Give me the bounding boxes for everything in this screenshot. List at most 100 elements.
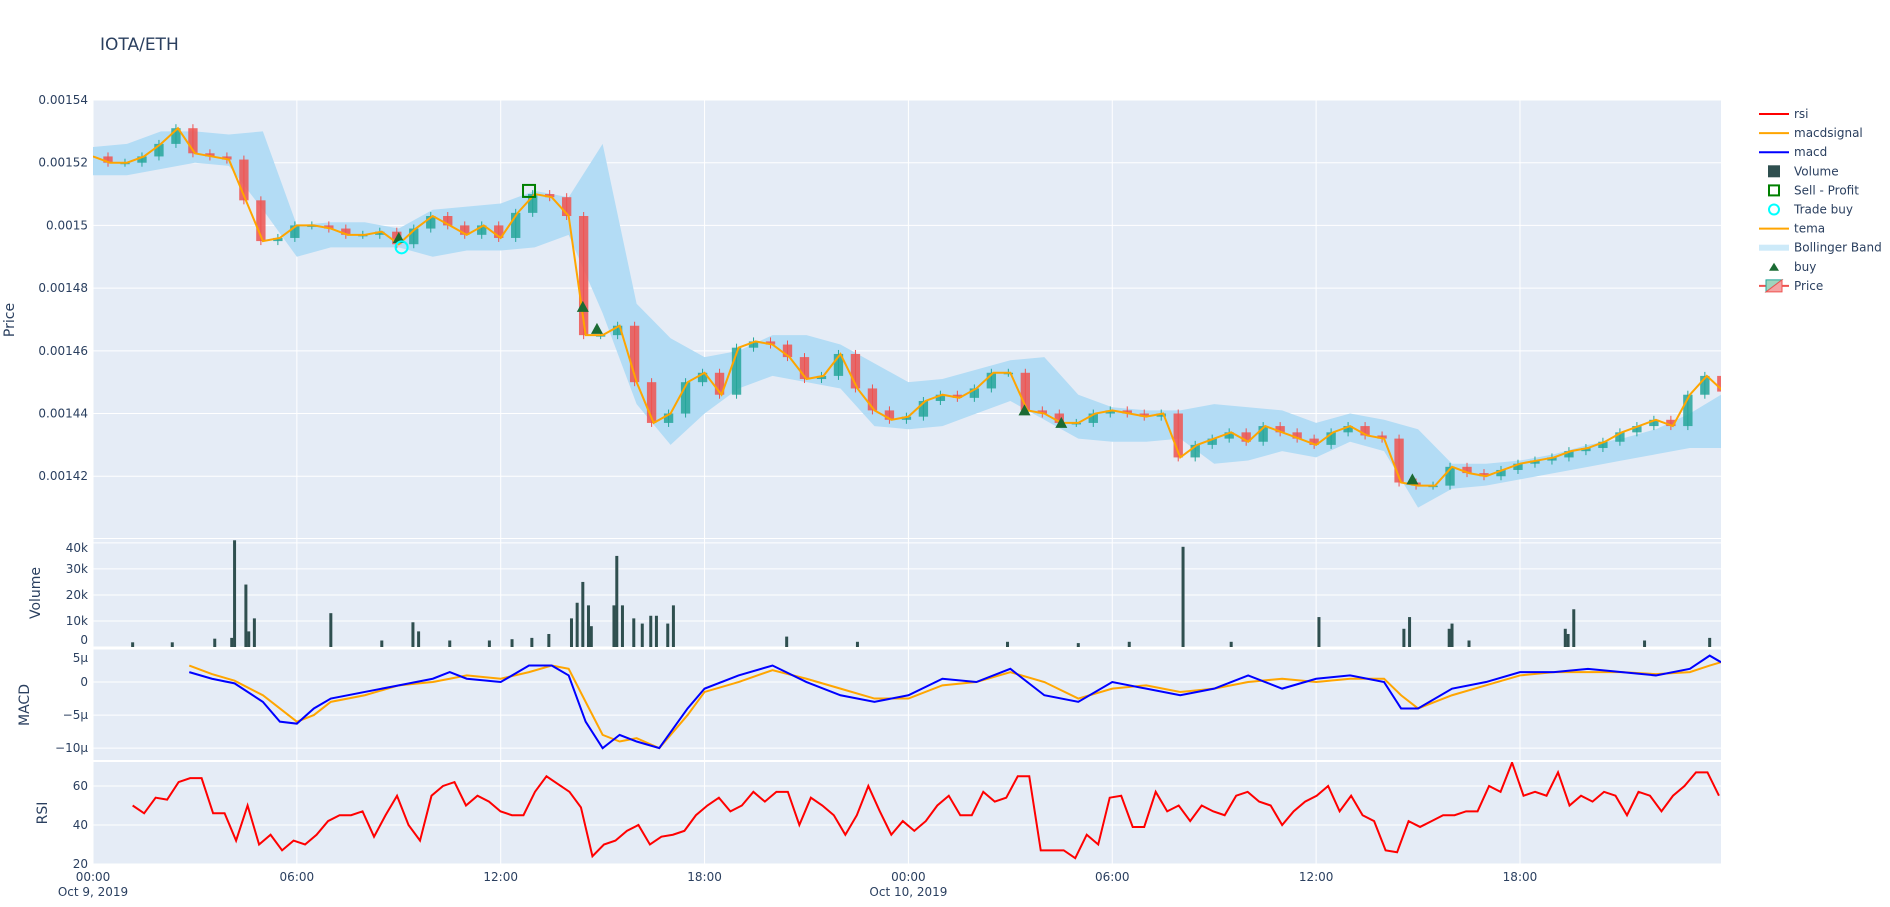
volume-bar: [649, 615, 653, 647]
x-tick-label: 06:00: [280, 870, 315, 884]
volume-plot-area: [93, 539, 1721, 647]
macd-line: [188, 654, 1721, 750]
volume-bar: [1643, 640, 1647, 647]
volume-bar: [530, 637, 534, 647]
volume-series: [131, 540, 1712, 647]
candle-body: [188, 128, 198, 154]
candle-body: [239, 159, 249, 201]
rsi-plot-area: [93, 762, 1721, 864]
macd-axis-label: MACD: [17, 684, 33, 726]
candle-body: [375, 231, 385, 235]
legend-item-trade-buy[interactable]: Trade buy: [1768, 203, 1853, 217]
volume-bar: [640, 623, 644, 647]
volume-bar: [1467, 640, 1471, 647]
candle-body: [884, 410, 895, 420]
x-tick-label: 18:00: [687, 870, 722, 884]
candle-body: [171, 128, 181, 144]
candle-body: [1343, 426, 1353, 433]
candle-body: [816, 375, 827, 380]
candle-body: [833, 353, 844, 376]
volume-bar: [581, 581, 585, 647]
volume-bar: [1447, 628, 1451, 647]
volume-bar: [586, 605, 590, 647]
volume-bar: [547, 633, 551, 647]
legend-item-bollinger-band[interactable]: Bollinger Band: [1759, 241, 1882, 255]
volume-bar: [654, 615, 658, 647]
macd-y-tick-label: 0: [80, 675, 88, 689]
candle-body: [714, 372, 725, 395]
rsi-line: [132, 762, 1720, 860]
rsi-y-tick-label: 40: [73, 818, 88, 832]
candle-body: [409, 228, 419, 245]
candle-body: [561, 197, 572, 217]
legend[interactable]: rsi macdsignal macd Volume Sell - Profit Trad…: [1759, 107, 1882, 293]
candle-body: [1547, 457, 1557, 461]
chart-title: IOTA/ETH: [100, 35, 179, 55]
tema-line: [93, 126, 1721, 487]
buy-marker: [1018, 404, 1031, 416]
legend-item-macdsignal[interactable]: macdsignal: [1759, 126, 1863, 140]
legend-label: macdsignal: [1794, 126, 1863, 140]
candle-body: [1394, 438, 1404, 483]
legend-label: Bollinger Band: [1794, 241, 1882, 255]
price-axis-label: Price: [2, 303, 18, 337]
volume-bar: [417, 631, 421, 647]
legend-item-buy[interactable]: buy: [1769, 260, 1816, 274]
volume-bar: [1402, 628, 1406, 647]
macd-y-tick-label: −5µ: [63, 708, 89, 722]
legend-item-rsi[interactable]: rsi: [1759, 107, 1809, 121]
candle-body: [222, 156, 232, 160]
volume-bar: [510, 639, 514, 647]
volume-y-tick-label: 30k: [66, 562, 88, 576]
buy-marker: [392, 231, 405, 243]
legend-item-volume[interactable]: Volume: [1768, 164, 1839, 178]
volume-bar: [575, 602, 579, 647]
candle-body: [1156, 413, 1166, 417]
legend-label: macd: [1794, 145, 1827, 159]
price-y-tick-label: 0.00146: [38, 344, 88, 358]
candle-body: [1139, 413, 1149, 417]
volume-bar: [244, 584, 248, 647]
legend-label: Trade buy: [1793, 203, 1853, 217]
volume-bar: [855, 641, 859, 647]
candle-body: [460, 225, 470, 235]
candle-body: [256, 200, 266, 242]
candle-body: [1683, 394, 1693, 427]
candle-body: [782, 344, 793, 358]
candle-body: [1649, 419, 1659, 427]
x-tick-date: Oct 10, 2019: [869, 885, 947, 899]
legend-item-sell-profit[interactable]: Sell - Profit: [1768, 183, 1859, 197]
candle-body: [1190, 444, 1200, 458]
volume-bar: [213, 638, 217, 647]
sell-profit-marker: [522, 183, 537, 198]
candle-body: [426, 216, 436, 229]
candle-body: [850, 353, 861, 389]
volume-bar: [615, 555, 619, 647]
buy-marker: [576, 300, 589, 312]
candle-body: [731, 347, 742, 395]
legend-item-macd[interactable]: macd: [1759, 145, 1827, 159]
plot-panels[interactable]: 0.00154 0.00152 0.0015 0.00148 0.00146 0.0014…: [2, 93, 1727, 899]
candle-body: [1598, 441, 1608, 449]
legend-item-tema[interactable]: tema: [1759, 222, 1825, 236]
rsi-series: [132, 762, 1720, 860]
candle-body: [1496, 469, 1506, 477]
macd-plot-area: [93, 649, 1721, 760]
legend-label: buy: [1794, 260, 1816, 274]
price-y-tick-label: 0.0015: [46, 218, 88, 232]
volume-bar: [380, 640, 384, 647]
candle-body: [1275, 426, 1285, 433]
legend-square-open-icon: [1768, 184, 1780, 197]
candle-body: [1292, 432, 1302, 439]
candle-body: [1632, 426, 1642, 433]
candle-body: [680, 382, 691, 414]
candle-body: [341, 228, 351, 235]
x-tick-label: 00:00: [76, 870, 111, 884]
buy-marker: [1055, 416, 1068, 428]
volume-bar: [1076, 643, 1080, 647]
legend-item-price[interactable]: Price: [1759, 279, 1823, 293]
candle-body: [1326, 432, 1336, 445]
legend-label: Volume: [1794, 164, 1839, 178]
legend-label: rsi: [1794, 107, 1809, 121]
